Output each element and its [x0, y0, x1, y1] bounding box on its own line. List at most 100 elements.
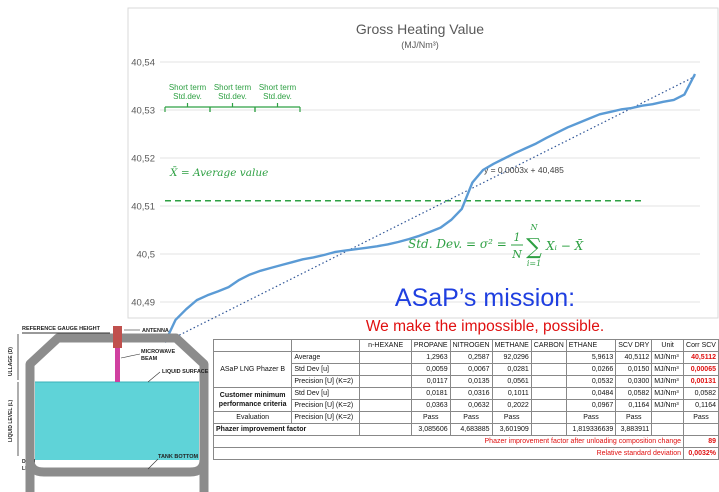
header-cell [212, 339, 293, 352]
table-cell: 5,9613 [565, 351, 617, 364]
table-cell: 92,0296 [491, 351, 532, 364]
corr-scv-cell: 0,00065 [683, 363, 719, 376]
table-cell: 0,0316 [449, 387, 493, 400]
improvement-label: Phazer improvement factor [212, 423, 361, 436]
unit-cell: MJ/Nm³ [651, 387, 685, 400]
table-cell: 4,683885 [449, 423, 493, 436]
table-cell: 0,0532 [565, 375, 617, 388]
y-tick-labels: 40,49 40,5 40,51 40,52 40,53 40,54 [131, 58, 155, 309]
table-cell [530, 375, 567, 388]
header-cell: n-HEXANE [359, 339, 412, 352]
evaluation-label: Evaluation [212, 411, 293, 424]
table-cell: 0,0067 [449, 363, 493, 376]
row-label: Precision [U] (K=2) [291, 375, 361, 388]
pass-cell: Pass [615, 411, 653, 424]
table-row: Std Dev [u] 0,0059 0,0067 0,0281 0,0266 … [214, 363, 719, 376]
table-cell [359, 387, 412, 400]
unit-cell: MJ/Nm³ [651, 399, 685, 412]
header-cell: PROPANE [410, 339, 451, 352]
rsd-value: 0,0032% [683, 447, 719, 460]
table-cell: 0,0266 [565, 363, 617, 376]
pass-cell [530, 411, 567, 424]
header-cell: NITROGEN [449, 339, 493, 352]
bottom-leader [147, 458, 159, 470]
ullage-label: ULLAGE (D) [8, 347, 14, 376]
header-cell [291, 339, 361, 352]
table-cell [530, 351, 567, 364]
after-unloading-row: Phazer improvement factor after unloadin… [212, 435, 719, 448]
short-term-stddev-label: Short term Std.dev. [169, 83, 207, 101]
table-cell: 0,0363 [410, 399, 451, 412]
average-line-label: X̄ = Average value [169, 166, 268, 179]
corr-scv-cell: 0,1164 [683, 399, 719, 412]
table-cell: 3,085606 [410, 423, 451, 436]
rsd-row: Relative standard deviation 0,0032% [212, 447, 719, 460]
table-cell: 0,0300 [615, 375, 653, 388]
surface-leader [147, 371, 161, 383]
pass-cell: Pass [565, 411, 617, 424]
table-row: Customer minimum performance criteria St… [212, 387, 719, 412]
table-row: ASaP LNG Phazer B Average 1,2963 0,2587 … [212, 351, 719, 388]
y-tick-label: 40,49 [131, 298, 155, 309]
formula-frac-den: N [511, 248, 522, 261]
header-cell: ETHANE [565, 339, 617, 352]
series-line [163, 73, 697, 343]
header-cell: SCV DRY [615, 339, 653, 352]
evaluation-sub: Precision [U] (K=2) [291, 411, 361, 424]
short-term-stddev-label: Short term Std.dev. [214, 83, 252, 101]
row-label: Average [291, 351, 361, 364]
unit-cell: MJ/Nm³ [651, 351, 685, 364]
customer-label-cell: Customer minimum performance criteria [212, 387, 293, 412]
formula-sum-bottom: i=1 [527, 259, 541, 268]
y-tick-label: 40,51 [131, 202, 155, 213]
unit-cell: MJ/Nm³ [651, 375, 685, 388]
table-cell: 0,0967 [565, 399, 617, 412]
improvement-row: Phazer improvement factor 3,085606 4,683… [212, 423, 719, 436]
stddev-formula: Std. Dev. = σ² = 1 N N ∑ i=1 Xᵢ − X̄ [408, 223, 584, 268]
formula-sigma-glyph: ∑ [526, 235, 542, 260]
mission-title: ASaP’s mission: [394, 284, 576, 312]
table-cell [359, 351, 412, 364]
corr-scv-cell: 40,5112 [683, 351, 719, 364]
lng-phazer-results-table: n-HEXANE PROPANE NITROGEN METHANE CARBON… [212, 339, 719, 460]
pass-cell: Pass [683, 411, 719, 424]
table-cell: 0,0561 [491, 375, 532, 388]
table-cell: 40,5112 [615, 351, 653, 364]
table-cell [359, 363, 412, 376]
table-cell [530, 423, 567, 436]
microwave-beam [115, 348, 120, 382]
unit-cell: MJ/Nm³ [651, 363, 685, 376]
y-tick-label: 40,52 [131, 154, 155, 165]
table-cell: 0,0484 [565, 387, 617, 400]
table-cell: 0,0150 [615, 363, 653, 376]
chart-subtitle: (MJ/Nm³) [401, 40, 439, 50]
table-cell: 0,0181 [410, 387, 451, 400]
chart-title: Gross Heating Value [356, 21, 484, 37]
trend-equation: y = 0,0003x + 40,485 [484, 165, 564, 175]
evaluation-row: Evaluation Precision [U] (K=2) Pass Pass… [212, 411, 719, 424]
table-cell: 1,819336639 [565, 423, 617, 436]
table-cell [359, 423, 412, 436]
formula-frac-num: 1 [514, 231, 521, 244]
pass-cell [359, 411, 412, 424]
table-cell: 0,1011 [491, 387, 532, 400]
y-tick-label: 40,53 [131, 106, 155, 117]
after-unloading-label: Phazer improvement factor after unloadin… [212, 435, 685, 448]
table-cell: 0,1164 [615, 399, 653, 412]
table-cell: 3,883911 [615, 423, 653, 436]
table-cell [683, 423, 719, 436]
beam-leader [120, 353, 141, 359]
chart-frame [127, 7, 719, 319]
row-label: Precision [U] (K=2) [291, 399, 361, 412]
table-cell [359, 375, 412, 388]
table-cell: 0,2022 [491, 399, 532, 412]
header-cell: METHANE [491, 339, 532, 352]
header-cell: CARBON [530, 339, 567, 352]
short-term-stddev-label: Short term Std.dev. [259, 83, 297, 101]
table-cell [651, 423, 685, 436]
microwave-beam-label: MICROWAVE BEAM [141, 349, 175, 362]
short-term-stddev-braces: Short term Std.dev. Short term Std.dev. Shor… [164, 83, 301, 112]
header-cell: Unit [651, 339, 685, 352]
row-label: Std Dev [u] [291, 387, 361, 400]
